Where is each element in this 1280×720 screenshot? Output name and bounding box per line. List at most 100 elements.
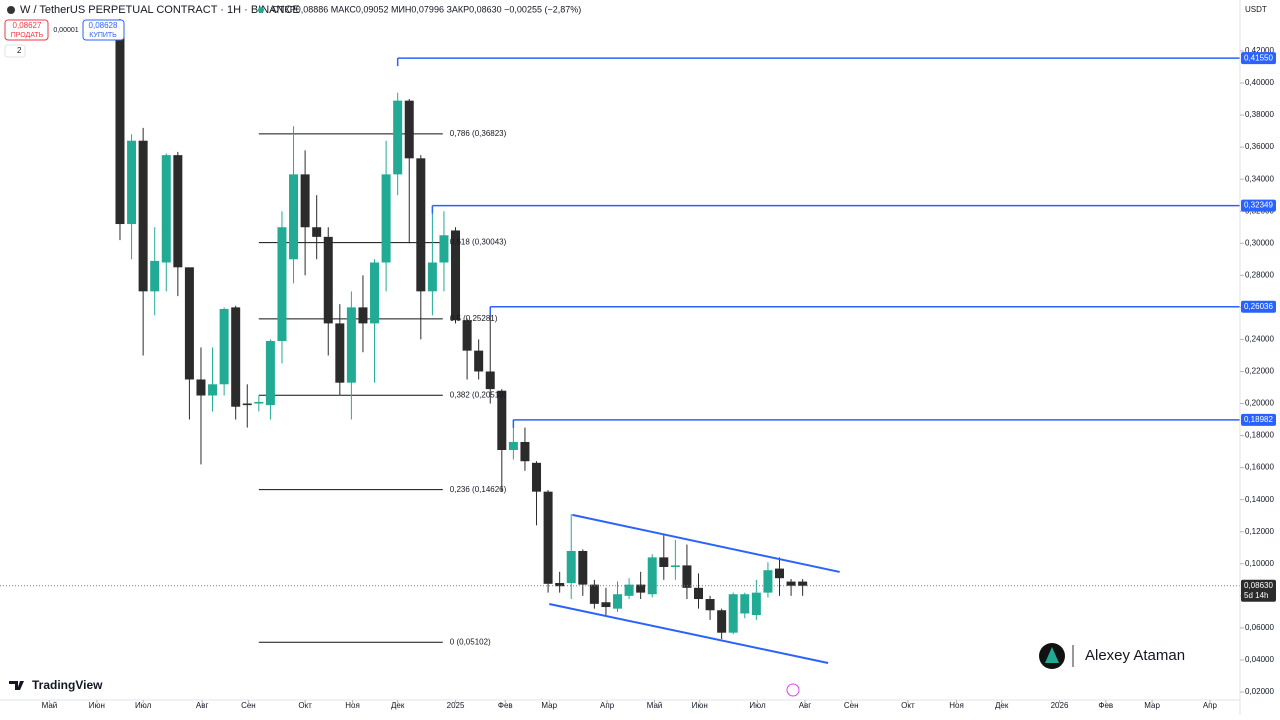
x-tick-label: Сен <box>844 701 859 710</box>
x-tick-label: 2025 <box>447 701 465 710</box>
x-tick-label: Июн <box>692 701 708 710</box>
candle-body <box>555 583 565 587</box>
candle-body <box>728 594 738 633</box>
sell-price: 0,08627 <box>13 21 42 30</box>
y-tick-label: 0,38000 <box>1245 110 1274 119</box>
fib-label: 0,382 (0,20519) <box>450 390 507 399</box>
currency: USDT <box>1245 5 1267 14</box>
candle-body <box>161 155 171 263</box>
candle-body <box>346 307 356 383</box>
x-tick-label: Мар <box>541 701 557 710</box>
candle-body <box>751 592 761 616</box>
candle-body <box>613 594 623 609</box>
candle-body <box>289 174 299 260</box>
candle-body <box>740 594 750 614</box>
level-price: 0,41550 <box>1244 53 1273 62</box>
candle-body <box>138 140 148 292</box>
y-tick-label: 0,10000 <box>1245 559 1274 568</box>
x-tick-label: Авг <box>799 701 812 710</box>
y-tick-label: 0,40000 <box>1245 78 1274 87</box>
fib-label: 0,618 (0,30043) <box>450 238 507 247</box>
y-tick-label: 0,04000 <box>1245 655 1274 664</box>
fib-label: 0,236 (0,14626) <box>450 485 507 494</box>
level-price-box <box>1241 52 1276 65</box>
status-dot <box>258 7 264 13</box>
symbol-title: W / TetherUS PERPETUAL CONTRACT · 1H · B… <box>20 4 300 16</box>
indicators-toggle[interactable] <box>4 44 26 58</box>
candle-body <box>381 174 391 263</box>
candle-body <box>462 320 472 351</box>
candle-body <box>439 235 449 263</box>
candle-body <box>370 262 380 324</box>
candle-body <box>208 384 218 396</box>
y-tick-label: 0,16000 <box>1245 463 1274 472</box>
y-tick-label: 0,30000 <box>1245 238 1274 247</box>
x-tick-label: Авг <box>196 701 209 710</box>
level-price: 0,26036 <box>1244 302 1273 311</box>
buy-price: 0,08628 <box>89 21 118 30</box>
level-price-box <box>1241 300 1276 313</box>
x-tick-label: Ноя <box>345 701 360 710</box>
brand: TradingView <box>32 678 103 692</box>
candle-body <box>694 587 704 600</box>
buy-button[interactable] <box>82 19 125 41</box>
last-price: 0,08630 <box>1244 581 1273 590</box>
y-tick-label: 0,12000 <box>1245 527 1274 536</box>
x-tick-label: Сен <box>241 701 256 710</box>
candle-body <box>173 155 183 268</box>
candle-body <box>265 341 275 406</box>
x-tick-label: Окт <box>901 701 915 710</box>
event-icon[interactable] <box>786 683 800 697</box>
x-tick-label: Окт <box>298 701 312 710</box>
candle-body <box>323 236 333 324</box>
candle-body <box>335 323 345 383</box>
sell-button[interactable] <box>4 19 49 41</box>
fib-label: 0 (0,05102) <box>450 637 491 646</box>
candle-body <box>717 610 727 633</box>
candle-body <box>589 584 599 604</box>
y-tick-label: 0,36000 <box>1245 142 1274 151</box>
candle-body <box>150 260 160 292</box>
x-tick-label: Апр <box>600 701 615 710</box>
candle-body <box>774 568 784 579</box>
candle-body <box>659 557 669 567</box>
brand-logo <box>9 681 24 690</box>
trendline <box>572 513 840 573</box>
watermark-logo-mark <box>1045 647 1059 663</box>
candle-body <box>798 581 808 586</box>
spread: 0,00001 <box>53 27 78 34</box>
level-price-box <box>1241 413 1276 426</box>
y-tick-label: 0,42000 <box>1245 46 1274 55</box>
candle-body <box>427 262 437 292</box>
candle-body <box>127 140 137 225</box>
level-price: 0,18982 <box>1244 415 1273 424</box>
candle-body <box>300 174 310 228</box>
fib-label: 0,786 (0,36823) <box>450 129 507 138</box>
sell-label: ПРОДАТЬ <box>11 32 44 39</box>
x-tick-label: Фев <box>498 701 513 710</box>
y-tick-label: 0,14000 <box>1245 495 1274 504</box>
candle-body <box>601 602 611 608</box>
candle-body <box>231 307 241 407</box>
y-tick-label: 0,24000 <box>1245 335 1274 344</box>
x-tick-label: Июл <box>749 701 766 710</box>
level-price-box <box>1241 199 1276 212</box>
candle-body <box>451 230 461 321</box>
plot: 0,786 (0,36823) 0,618 (0,30043) 0,5 (0,252… <box>0 18 1240 664</box>
y-tick-label: 0,20000 <box>1245 399 1274 408</box>
x-tick-label: Дек <box>995 701 1009 710</box>
level-price: 0,32349 <box>1244 201 1273 210</box>
x-tick-label: Мар <box>1144 701 1160 710</box>
candle-body <box>624 584 634 596</box>
x-tick-label: Июн <box>89 701 105 710</box>
candle-body <box>254 401 264 404</box>
y-tick-label: 0,22000 <box>1245 367 1274 376</box>
candle-body <box>543 491 553 584</box>
y-tick-label: 0,06000 <box>1245 623 1274 632</box>
candle-body <box>647 557 657 595</box>
candle-body <box>497 390 507 450</box>
candle-body <box>485 371 495 390</box>
candle-body <box>786 581 796 586</box>
